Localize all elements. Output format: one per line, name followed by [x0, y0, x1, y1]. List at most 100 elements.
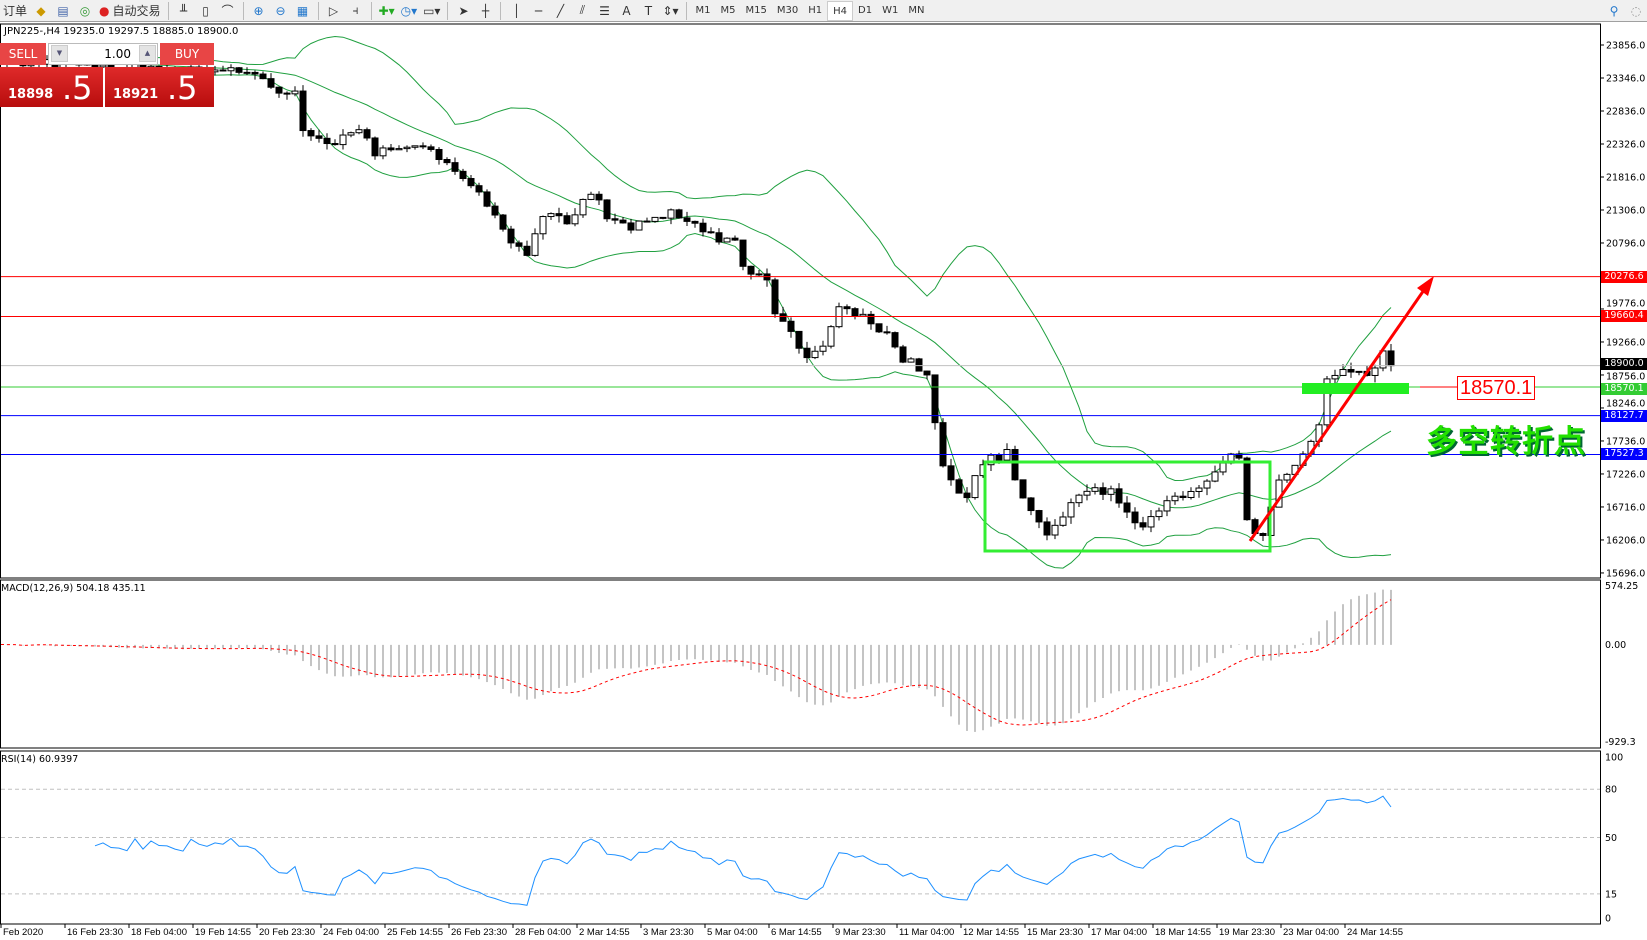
timeframe-m1[interactable]: M1 — [695, 4, 711, 16]
candle — [307, 128, 315, 141]
timeframe-h1[interactable]: H1 — [808, 4, 823, 16]
bar-chart-icon[interactable]: ╨ — [179, 3, 188, 18]
candle — [1211, 465, 1219, 483]
candle-body — [915, 358, 923, 372]
price-tick-label: 19776.0 — [1606, 298, 1645, 309]
crosshair-icon[interactable]: ┼ — [481, 3, 490, 18]
time-axis-label: 26 Feb 23:30 — [451, 927, 507, 938]
candle — [443, 157, 451, 166]
macd-axis-label: 0.00 — [1605, 640, 1626, 651]
timeframe-m30[interactable]: M30 — [776, 4, 799, 16]
candle — [291, 86, 299, 97]
chat-icon[interactable]: ◌ — [1630, 3, 1642, 18]
price-label-annotation[interactable]: 18570.1 — [1457, 376, 1536, 400]
sell-price[interactable]: 18898 .5 — [0, 67, 103, 107]
autoscroll-icon[interactable]: ▷ — [328, 3, 339, 18]
signal-icon[interactable]: ◎ — [79, 3, 91, 18]
tile-windows-icon[interactable]: ▦ — [296, 3, 309, 18]
text-icon[interactable]: A — [622, 3, 631, 18]
horizontal-line-icon[interactable]: ─ — [534, 3, 543, 18]
news-icon[interactable]: ▤ — [57, 3, 69, 18]
candle — [667, 208, 675, 225]
time-axis-label: 6 Mar 14:55 — [771, 927, 822, 938]
timeframe-mn[interactable]: MN — [908, 4, 925, 16]
candle — [491, 202, 499, 219]
vertical-line-icon[interactable]: │ — [512, 3, 521, 18]
new-order-button[interactable]: 订单 — [3, 4, 28, 18]
templates-icon[interactable]: ▭▾ — [423, 3, 441, 18]
cursor-icon[interactable]: ➤ — [458, 3, 469, 18]
candle — [1387, 344, 1395, 372]
candle-body — [1243, 457, 1251, 521]
candle — [219, 65, 227, 72]
price-level-tag: 19660.4 — [1601, 310, 1647, 323]
candle — [931, 374, 939, 430]
price-level-tag: 18900.0 — [1601, 357, 1647, 370]
autotrade-button[interactable]: ● 自动交易 — [96, 1, 164, 21]
candle-body — [1171, 495, 1179, 502]
indicators-icon[interactable]: ✚▾ — [378, 3, 395, 18]
candle — [947, 458, 955, 486]
timeframe-m15[interactable]: M15 — [745, 4, 767, 16]
timeframe-h4[interactable]: H4 — [827, 0, 854, 21]
candle-body — [795, 330, 803, 349]
text-label-icon[interactable]: T — [644, 3, 653, 18]
fibonacci-icon[interactable]: ☰ — [599, 3, 610, 18]
search-icon[interactable]: ⚲ — [1609, 3, 1619, 18]
candle — [795, 330, 803, 354]
candle — [907, 357, 915, 363]
candle-body — [1139, 522, 1147, 528]
candle — [875, 323, 883, 334]
arrows-icon[interactable]: ⇕▾ — [662, 3, 679, 18]
reversal-point-annotation[interactable]: 多空转折点 — [1426, 424, 1586, 460]
rsi-axis-label: 80 — [1605, 785, 1617, 796]
price-tick-label: 20796.0 — [1606, 238, 1645, 249]
candle-body — [1211, 471, 1219, 482]
candle — [547, 212, 555, 221]
candle — [563, 212, 571, 225]
candle-body — [267, 78, 275, 88]
timeframe-m5[interactable]: M5 — [720, 4, 736, 16]
candle — [747, 265, 755, 280]
folder-icon[interactable]: ◆ — [36, 3, 46, 18]
timeframe-w1[interactable]: W1 — [882, 4, 899, 16]
candle-body — [291, 90, 299, 95]
lot-decrease-button[interactable]: ▼ — [51, 45, 68, 62]
equidistant-channel-icon[interactable]: ⫽ — [579, 3, 586, 17]
arrow-head-icon — [1417, 276, 1434, 296]
trendline-icon[interactable]: ╱ — [556, 3, 565, 18]
candle-body — [259, 73, 267, 80]
buy-price[interactable]: 18921 .5 — [105, 67, 214, 107]
candle — [507, 225, 515, 249]
chart-shift-icon[interactable]: ⫞ — [352, 3, 359, 17]
lot-size-input[interactable]: 1.00 — [48, 43, 158, 65]
candle — [971, 475, 979, 500]
price-level-tag: 17527.3 — [1601, 448, 1647, 461]
candle-body — [451, 162, 459, 172]
candle-body — [1035, 510, 1043, 523]
candle — [235, 67, 243, 75]
candle — [899, 344, 907, 364]
candle — [699, 218, 707, 237]
timeframe-d1[interactable]: D1 — [858, 4, 873, 16]
candle-body — [595, 193, 603, 201]
time-axis-label: Feb 2020 — [3, 927, 44, 938]
candle-body — [283, 92, 291, 95]
candle — [1027, 497, 1035, 516]
line-chart-icon[interactable]: ⌒ — [221, 4, 234, 18]
rsi-layer — [94, 795, 1392, 906]
candle-body — [299, 90, 307, 132]
time-axis-label: 18 Feb 04:00 — [131, 927, 187, 938]
candle — [827, 325, 835, 349]
periods-clock-icon[interactable]: ◷▾ — [400, 3, 418, 18]
candle-body — [859, 313, 867, 317]
zoom-in-icon[interactable]: ⊕ — [253, 3, 264, 18]
candle — [1099, 482, 1107, 500]
candlestick-icon[interactable]: ▯ — [202, 3, 209, 18]
lot-increase-button[interactable]: ▲ — [139, 45, 156, 62]
sell-button[interactable]: SELL — [0, 43, 46, 65]
buy-button[interactable]: BUY — [160, 43, 214, 65]
zoom-out-icon[interactable]: ⊖ — [275, 3, 286, 18]
rsi-axis-label: 100 — [1605, 753, 1623, 764]
